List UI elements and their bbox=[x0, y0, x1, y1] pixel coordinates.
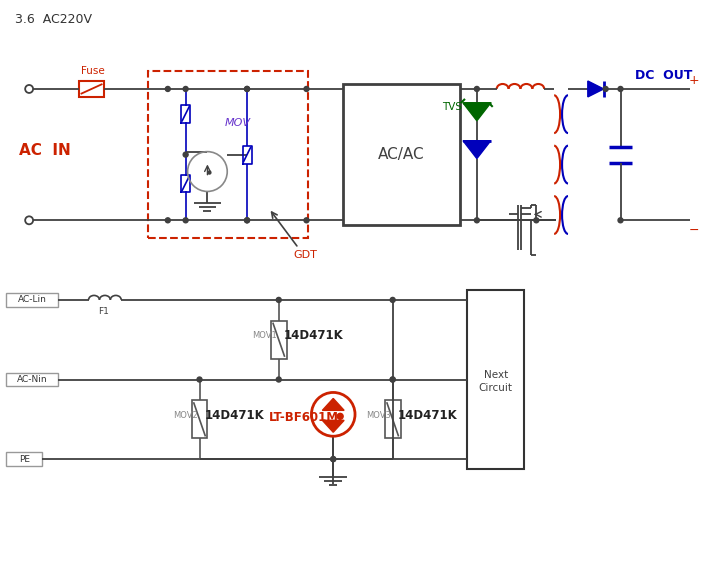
Text: TVS: TVS bbox=[442, 102, 462, 112]
Text: AC-Lin: AC-Lin bbox=[18, 296, 47, 305]
Text: PE: PE bbox=[18, 455, 30, 464]
Circle shape bbox=[197, 377, 202, 382]
Text: 14D471K: 14D471K bbox=[398, 409, 457, 422]
Text: GDT: GDT bbox=[294, 250, 318, 260]
Circle shape bbox=[474, 86, 479, 91]
Text: Circuit: Circuit bbox=[479, 384, 513, 394]
Circle shape bbox=[245, 218, 250, 223]
Text: MOV1: MOV1 bbox=[252, 331, 277, 340]
Bar bbox=[467, 290, 525, 469]
Text: DC  OUT: DC OUT bbox=[635, 68, 693, 82]
Circle shape bbox=[331, 457, 335, 461]
Text: +: + bbox=[689, 74, 700, 87]
Text: AC  IN: AC IN bbox=[19, 143, 71, 158]
Text: MOV: MOV bbox=[224, 118, 250, 128]
Polygon shape bbox=[323, 420, 344, 432]
Circle shape bbox=[183, 86, 188, 91]
Polygon shape bbox=[588, 81, 603, 97]
Circle shape bbox=[474, 218, 479, 223]
Text: 14D471K: 14D471K bbox=[284, 329, 343, 342]
Circle shape bbox=[390, 377, 395, 382]
Circle shape bbox=[245, 86, 250, 91]
Circle shape bbox=[304, 86, 309, 91]
Circle shape bbox=[183, 218, 188, 223]
Circle shape bbox=[277, 297, 281, 302]
Polygon shape bbox=[463, 103, 491, 121]
Circle shape bbox=[390, 297, 395, 302]
Circle shape bbox=[390, 377, 395, 382]
Circle shape bbox=[618, 218, 623, 223]
Circle shape bbox=[618, 86, 623, 91]
Circle shape bbox=[311, 393, 355, 436]
Bar bbox=[271, 320, 286, 359]
Circle shape bbox=[208, 171, 211, 174]
Text: −: − bbox=[689, 224, 699, 237]
Text: MOV3: MOV3 bbox=[366, 411, 391, 420]
Bar bbox=[148, 71, 308, 238]
Bar bbox=[6, 293, 58, 307]
Circle shape bbox=[165, 218, 170, 223]
Circle shape bbox=[534, 218, 539, 223]
Circle shape bbox=[183, 152, 188, 157]
Text: F1: F1 bbox=[99, 307, 109, 316]
Polygon shape bbox=[463, 140, 491, 158]
Circle shape bbox=[277, 377, 281, 382]
Circle shape bbox=[337, 413, 343, 419]
Bar bbox=[385, 400, 401, 438]
Text: 3.6  AC220V: 3.6 AC220V bbox=[16, 13, 92, 26]
Text: MOV2: MOV2 bbox=[173, 411, 198, 420]
Text: LT-BF601M: LT-BF601M bbox=[269, 411, 339, 424]
Circle shape bbox=[331, 457, 335, 461]
Text: Next: Next bbox=[484, 369, 508, 380]
Bar bbox=[191, 400, 208, 438]
Bar bbox=[343, 84, 460, 225]
Circle shape bbox=[603, 86, 608, 91]
Circle shape bbox=[245, 86, 250, 91]
Polygon shape bbox=[323, 398, 344, 411]
Circle shape bbox=[165, 86, 170, 91]
Bar bbox=[6, 373, 58, 386]
Text: Fuse: Fuse bbox=[81, 66, 104, 76]
Bar bbox=[79, 81, 104, 97]
Circle shape bbox=[304, 218, 309, 223]
Text: AC/AC: AC/AC bbox=[379, 147, 425, 162]
Text: 14D471K: 14D471K bbox=[204, 409, 264, 422]
Text: AC-Nin: AC-Nin bbox=[17, 375, 48, 384]
Circle shape bbox=[245, 218, 250, 223]
Bar bbox=[6, 452, 42, 466]
